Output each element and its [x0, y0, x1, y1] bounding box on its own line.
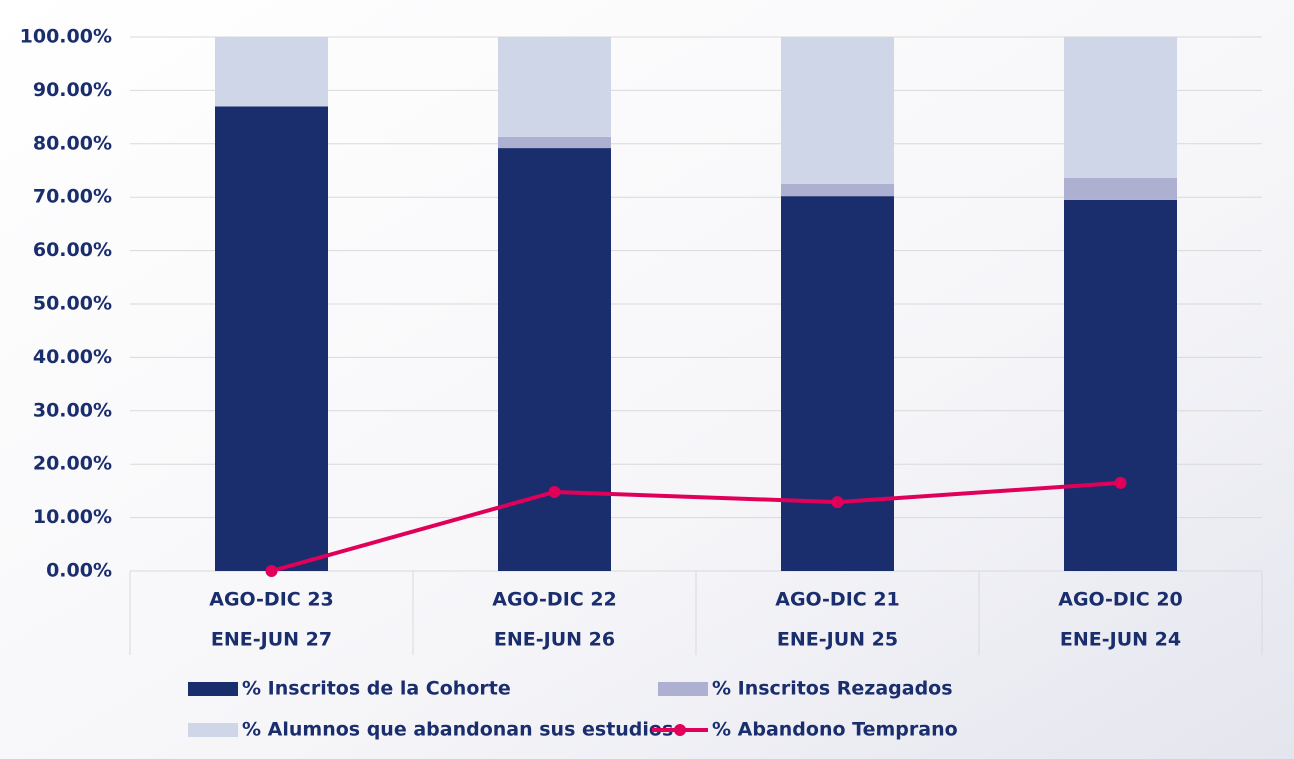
x-tick-label: AGO-DIC 21 — [775, 589, 900, 611]
bar-segment — [215, 106, 328, 571]
line-point — [266, 565, 278, 577]
line-point — [549, 486, 561, 498]
legend-swatch — [658, 682, 708, 696]
x-tick-label: ENE-JUN 24 — [1060, 629, 1181, 651]
y-tick-label: 60.00% — [33, 239, 112, 261]
line-point — [1115, 477, 1127, 489]
legend-swatch — [188, 723, 238, 737]
x-tick-label: AGO-DIC 22 — [492, 589, 617, 611]
y-tick-label: 40.00% — [33, 346, 112, 368]
x-tick-label: ENE-JUN 26 — [494, 629, 615, 651]
y-tick-label: 50.00% — [33, 293, 112, 315]
y-tick-label: 20.00% — [33, 453, 112, 475]
legend-label: % Abandono Temprano — [712, 719, 958, 741]
legend-swatch — [188, 682, 238, 696]
x-tick-label: AGO-DIC 23 — [209, 589, 334, 611]
line-point — [832, 496, 844, 508]
y-tick-label: 100.00% — [20, 26, 112, 48]
x-tick-label: AGO-DIC 20 — [1058, 589, 1183, 611]
y-tick-label: 70.00% — [33, 186, 112, 208]
bar-segment — [498, 37, 611, 137]
chart: 0.00% 10.00% 20.00% 30.00% 40.00% 50.00% 60.00… — [0, 0, 1294, 759]
bar-segment — [1064, 200, 1177, 571]
legend-label: % Alumnos que abandonan sus estudios — [242, 719, 673, 741]
x-tick-label: ENE-JUN 25 — [777, 629, 898, 651]
bar-segment — [215, 37, 328, 106]
x-tick-label: ENE-JUN 27 — [211, 629, 332, 651]
y-tick-label: 0.00% — [46, 560, 112, 582]
bar-segment — [781, 184, 894, 196]
bar-segment — [498, 137, 611, 148]
y-tick-label: 10.00% — [33, 506, 112, 528]
bar-segment — [1064, 178, 1177, 200]
y-tick-label: 30.00% — [33, 399, 112, 421]
legend-label: % Inscritos de la Cohorte — [242, 678, 511, 700]
bar-segment — [781, 196, 894, 571]
legend-label: % Inscritos Rezagados — [712, 678, 953, 700]
bar-segment — [498, 148, 611, 571]
bar-segment — [781, 37, 894, 184]
bar-segment — [1064, 37, 1177, 178]
y-tick-label: 80.00% — [33, 132, 112, 154]
legend-marker — [674, 724, 686, 736]
y-tick-label: 90.00% — [33, 79, 112, 101]
